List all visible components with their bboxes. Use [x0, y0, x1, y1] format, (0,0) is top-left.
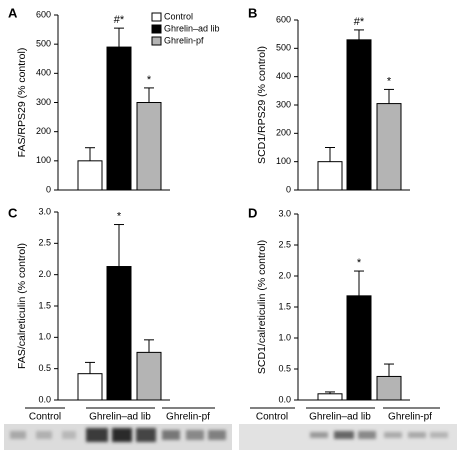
blot-bands-left	[10, 428, 226, 442]
y-tick-label: 1.5	[278, 301, 291, 311]
bar	[317, 161, 343, 191]
y-tick-label: 100	[276, 156, 291, 166]
y-tick-label: 600	[276, 14, 291, 24]
bar	[376, 375, 402, 401]
significance-label: *	[387, 75, 392, 87]
y-axis-label: SCD1/calreticulin (% control)	[256, 240, 268, 374]
significance-label: #*	[354, 16, 365, 28]
bar	[136, 102, 162, 191]
y-tick-label: 1.0	[278, 332, 291, 342]
legend-swatch	[151, 24, 162, 34]
y-tick-label: 500	[36, 39, 51, 49]
y-tick-label: 0.5	[38, 363, 51, 373]
y-tick-label: 0.0	[38, 394, 51, 404]
y-tick-label: 1.0	[38, 332, 51, 342]
y-tick-label: 0.0	[278, 394, 291, 404]
y-tick-label: 2.5	[278, 239, 291, 249]
legend-swatch	[151, 36, 162, 46]
y-tick-label: 300	[36, 97, 51, 107]
blot-bands-right	[310, 431, 448, 439]
y-tick-label: 0.5	[278, 363, 291, 373]
significance-label: *	[357, 257, 362, 269]
y-tick-label: 100	[36, 155, 51, 165]
y-tick-label: 2.0	[38, 269, 51, 279]
y-tick-label: 1.5	[38, 300, 51, 310]
significance-label: *	[117, 210, 122, 222]
bar	[77, 373, 103, 401]
blot-label: Ghrelin–ad lib	[309, 412, 371, 423]
bar	[106, 266, 132, 401]
bar	[376, 103, 402, 191]
panel-label: A	[8, 5, 18, 20]
y-tick-label: 3.0	[38, 206, 51, 216]
panel-label: C	[8, 205, 18, 220]
y-tick-label: 3.0	[278, 208, 291, 218]
bar	[77, 160, 103, 191]
legend-label: Ghrelin-pf	[164, 35, 204, 45]
blot-label: Ghrelin-pf	[166, 412, 210, 423]
bar	[346, 295, 372, 401]
y-tick-label: 400	[276, 71, 291, 81]
blot-label: Ghrelin-pf	[388, 412, 432, 423]
y-axis-label: FAS/calreticulin (% control)	[16, 243, 28, 369]
y-tick-label: 0	[286, 184, 291, 194]
bar	[346, 39, 372, 191]
bar	[136, 351, 162, 401]
y-tick-label: 400	[36, 68, 51, 78]
legend-label: Control	[164, 11, 193, 21]
bar	[106, 46, 132, 191]
y-tick-label: 200	[276, 128, 291, 138]
bar	[317, 393, 343, 401]
legend-swatch	[151, 12, 162, 22]
panel-label: B	[248, 5, 257, 20]
y-tick-label: 2.0	[278, 270, 291, 280]
y-axis-label: FAS/RPS29 (% control)	[16, 48, 28, 158]
y-tick-label: 2.5	[38, 238, 51, 248]
blot-label: Control	[256, 412, 288, 423]
legend-label: Ghrelin–ad lib	[164, 23, 220, 33]
blot-label: Ghrelin–ad lib	[89, 412, 151, 423]
y-tick-label: 600	[36, 9, 51, 19]
y-axis-label: SCD1/RPS29 (% control)	[256, 46, 268, 164]
y-tick-label: 500	[276, 43, 291, 53]
blot-label: Control	[29, 412, 61, 423]
significance-label: *	[147, 74, 152, 86]
panel-label: D	[248, 205, 257, 220]
y-tick-label: 200	[36, 126, 51, 136]
significance-label: #*	[114, 14, 125, 26]
y-tick-label: 300	[276, 99, 291, 109]
y-tick-label: 0	[46, 184, 51, 194]
